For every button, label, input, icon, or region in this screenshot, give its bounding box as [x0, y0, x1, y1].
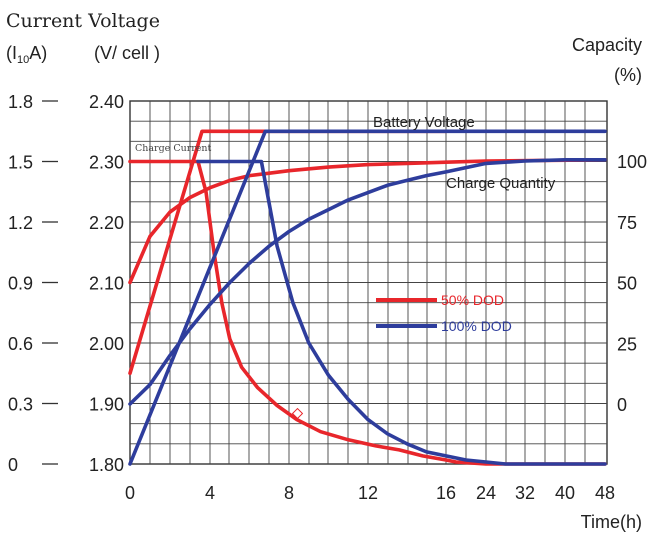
capacity-unit: (%) [614, 65, 642, 85]
x-tick-label: 0 [125, 483, 135, 503]
series-line-50-dod-battery-voltage [128, 129, 448, 376]
series-line-100-dod-charge-current [196, 159, 607, 466]
current-tick-label: 1.8 [8, 92, 33, 112]
x-tick-label: 4 [205, 483, 215, 503]
voltage-tick-label: 1.80 [89, 455, 124, 475]
charge-current-annotation: Charge Current [135, 143, 212, 154]
curve-marker [291, 407, 304, 420]
voltage-tick-label: 2.30 [89, 153, 124, 173]
x-tick-label: 48 [595, 483, 615, 503]
voltage-tick-label: 2.40 [89, 92, 124, 112]
voltage-tick-label: 2.20 [89, 213, 124, 233]
x-tick-label: 32 [515, 483, 535, 503]
capacity-tick-label: 0 [617, 395, 627, 415]
current-tick-label: 0 [8, 455, 18, 475]
voltage-tick-label: 1.90 [89, 395, 124, 415]
capacity-tick-label: 75 [617, 213, 637, 233]
x-axis-label: Time(h) [581, 512, 642, 532]
x-tick-label: 12 [358, 483, 378, 503]
voltage-axis-label: (V/ cell ) [94, 43, 160, 63]
series-line-50-dod-charge-current [128, 159, 607, 466]
current-tick-label: 0.3 [8, 395, 33, 415]
current-tick-label: 0.6 [8, 334, 33, 354]
plot-grid [129, 100, 608, 465]
voltage-tick-label: 2.00 [89, 334, 124, 354]
series-line-100-dod-charge-quantity [128, 158, 607, 406]
x-tick-label: 40 [555, 483, 575, 503]
chart-axes: 1.8 1.5 1.2 0.9 0.6 0.3 0 2.40 2.30 2.20 2.10 2.00 1… [8, 92, 647, 503]
x-tick-label: 24 [476, 483, 496, 503]
legend-label-50-dod: 50% DOD [441, 292, 504, 308]
top-axis-label: Current Voltage [6, 10, 160, 32]
capacity-tick-label: 25 [617, 334, 637, 354]
current-tick-label: 1.5 [8, 153, 33, 173]
legend-label-100-dod: 100% DOD [441, 318, 512, 334]
capacity-tick-label: 50 [617, 274, 637, 294]
series-line-50-dod-charge-quantity [128, 158, 607, 285]
current-tick-label: 1.2 [8, 213, 33, 233]
current-axis-label: (I10A) [6, 43, 47, 66]
legend: 50% DOD 100% DOD [376, 292, 512, 334]
battery-voltage-annotation: Battery Voltage [373, 114, 475, 131]
capacity-label: Capacity [572, 35, 642, 55]
current-tick-label: 0.9 [8, 274, 33, 294]
x-tick-label: 16 [436, 483, 456, 503]
series-line-100-dod-battery-voltage [128, 129, 607, 466]
x-tick-label: 8 [284, 483, 294, 503]
charge-quantity-annotation: Charge Quantity [446, 175, 556, 192]
voltage-tick-label: 2.10 [89, 274, 124, 294]
chart-series [128, 129, 607, 466]
capacity-tick-label: 100 [617, 152, 647, 172]
